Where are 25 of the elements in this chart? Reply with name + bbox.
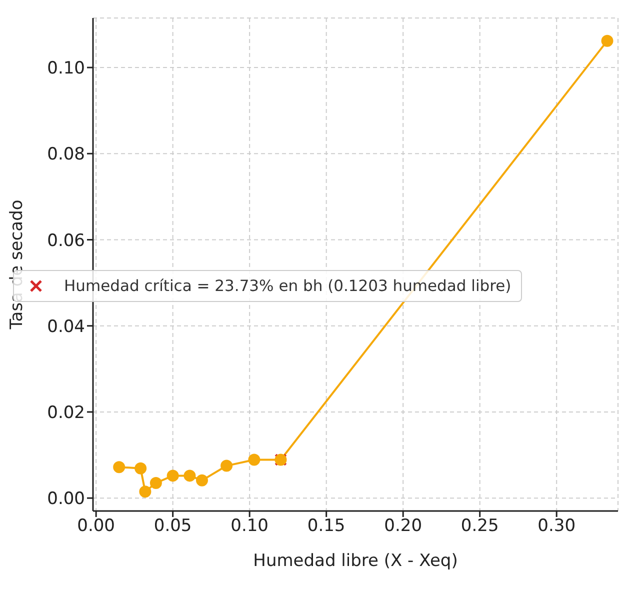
point [601, 34, 614, 47]
x-tick-label: 0.10 [230, 516, 269, 536]
point [184, 470, 196, 482]
y-tick-label: 0.06 [47, 230, 85, 251]
point [113, 461, 126, 474]
x-tick-label: 0.00 [77, 516, 115, 536]
point [150, 477, 162, 490]
point [139, 486, 152, 498]
x-tick-label: 0.30 [538, 516, 576, 536]
y-tick-label: 0.02 [47, 403, 85, 424]
legend-label: Humedad crítica = 23.73% en bh (0.1203 humedad libre) [64, 277, 512, 295]
point [248, 454, 260, 466]
x-tick-label: 0.05 [154, 516, 192, 536]
point [134, 462, 147, 474]
point [166, 470, 179, 482]
point [196, 474, 208, 486]
point [220, 460, 233, 472]
x-tick-label: 0.25 [460, 516, 499, 536]
x-tick-label: 0.15 [307, 516, 346, 536]
y-tick-label: 0.00 [47, 489, 85, 510]
y-tick-label: 0.04 [47, 316, 85, 337]
x-tick-label: 0.20 [384, 516, 422, 536]
y-tick-label: 0.08 [47, 144, 85, 165]
x-axis-title: Humedad libre (X - Xeq) [253, 551, 458, 571]
y-tick-label: 0.10 [47, 58, 85, 79]
